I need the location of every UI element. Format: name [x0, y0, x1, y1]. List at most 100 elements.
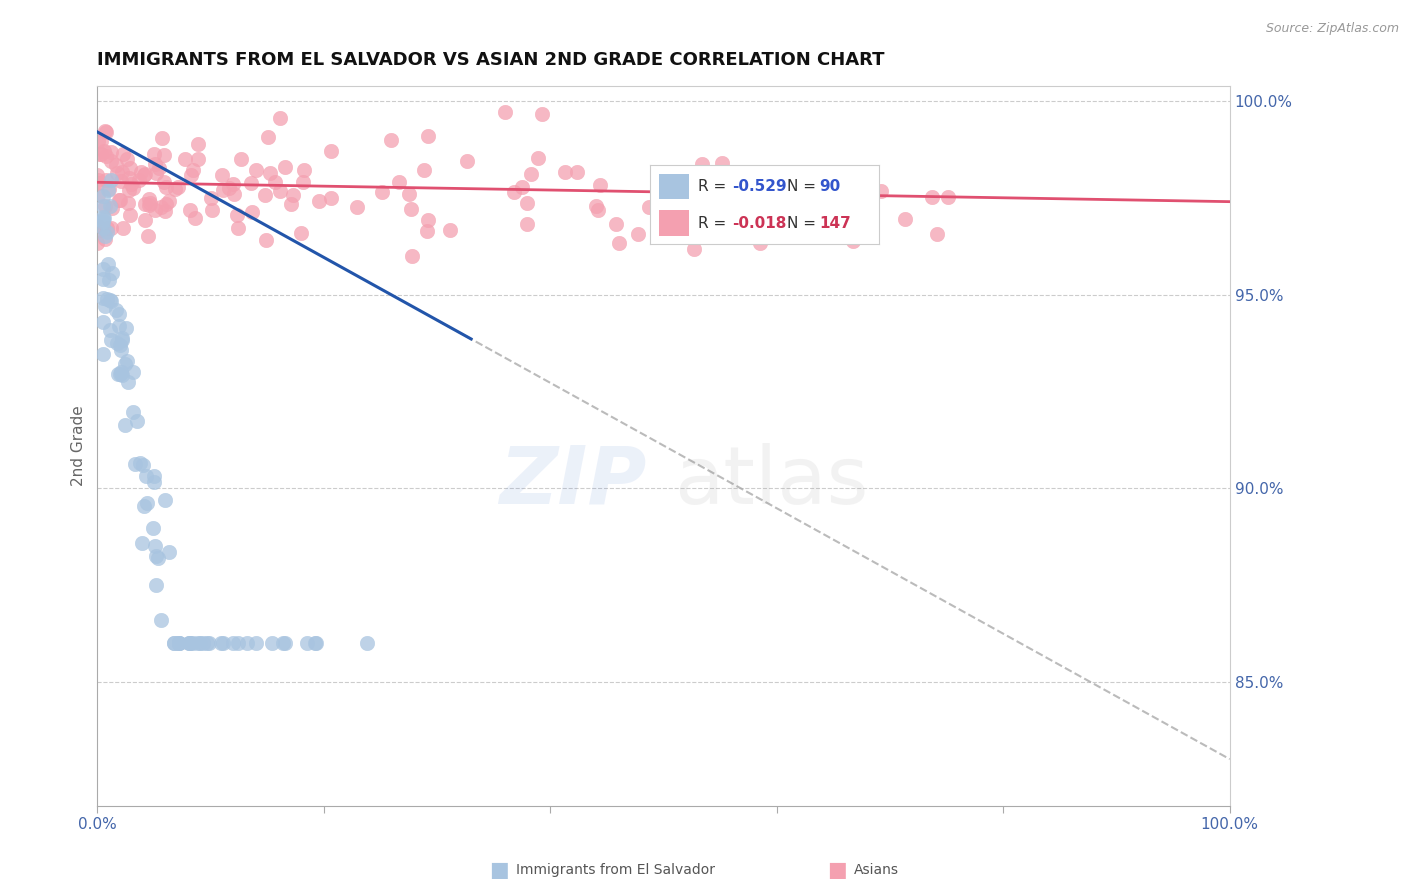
Point [921, 190, 943, 204]
Point [627, 227, 650, 242]
Point [201, 202, 224, 217]
Point [254, 234, 277, 248]
Point [226, 208, 249, 222]
Point [145, 549, 167, 563]
Point [94, 232, 117, 246]
Point [711, 156, 734, 170]
Point [399, 202, 422, 216]
Text: Source: ZipAtlas.com: Source: ZipAtlas.com [1265, 22, 1399, 36]
Text: N =: N = [787, 179, 821, 194]
Point [520, 167, 543, 181]
Point [240, 176, 263, 190]
Point [938, 190, 960, 204]
Point [155, 179, 177, 194]
Point [143, 539, 166, 553]
Point [93, 211, 115, 226]
Point [91, 210, 114, 224]
Point [93, 199, 115, 213]
Point [148, 161, 170, 175]
Point [145, 165, 167, 179]
Point [200, 191, 222, 205]
Point [91, 215, 114, 229]
Point [169, 636, 191, 650]
Point [179, 636, 201, 650]
Point [236, 636, 259, 650]
Point [100, 294, 122, 309]
Point [304, 636, 326, 650]
Point [90, 134, 112, 148]
Point [191, 636, 214, 650]
Point [94, 299, 117, 313]
Point [96, 292, 118, 306]
Point [108, 337, 131, 351]
Point [100, 221, 122, 235]
Point [179, 636, 201, 650]
Point [155, 196, 177, 211]
Point [153, 175, 176, 189]
Text: ZIP: ZIP [499, 442, 647, 521]
Point [118, 171, 141, 186]
Point [527, 151, 550, 165]
Point [174, 152, 197, 166]
Point [118, 208, 141, 222]
Point [108, 318, 131, 333]
Point [356, 636, 378, 650]
Point [586, 202, 609, 217]
Point [132, 168, 155, 182]
Point [271, 636, 294, 650]
Point [683, 243, 706, 257]
Point [585, 199, 607, 213]
Point [89, 146, 111, 161]
Point [100, 333, 122, 347]
Point [456, 154, 478, 169]
Point [143, 475, 166, 489]
Point [799, 199, 821, 213]
Point [187, 137, 209, 152]
Point [842, 234, 865, 248]
Point [91, 347, 114, 361]
Point [398, 186, 420, 201]
Point [108, 194, 131, 208]
Point [86, 219, 108, 233]
Point [143, 157, 166, 171]
Point [86, 176, 108, 190]
Point [98, 182, 121, 196]
Point [167, 636, 190, 650]
Point [105, 335, 128, 350]
Point [211, 168, 233, 182]
Point [609, 236, 631, 251]
Point [145, 578, 167, 592]
Point [110, 174, 132, 188]
Point [146, 551, 169, 566]
Point [159, 194, 181, 208]
Point [291, 175, 314, 189]
Text: N =: N = [787, 216, 821, 230]
Point [245, 636, 267, 650]
Point [637, 200, 659, 214]
Point [245, 162, 267, 177]
Point [264, 175, 287, 189]
Point [100, 145, 122, 160]
Point [108, 193, 131, 207]
Point [86, 169, 108, 183]
Point [416, 224, 439, 238]
Point [281, 188, 304, 202]
Point [371, 185, 394, 199]
Point [93, 144, 115, 158]
Point [121, 181, 143, 195]
Text: Asians: Asians [853, 863, 898, 877]
Point [319, 145, 342, 159]
Point [531, 107, 554, 121]
Point [346, 200, 368, 214]
Point [91, 262, 114, 277]
FancyBboxPatch shape [659, 174, 689, 200]
Point [212, 182, 235, 196]
Point [100, 172, 122, 186]
Point [179, 636, 201, 650]
Text: 147: 147 [820, 216, 851, 230]
Point [269, 185, 291, 199]
Point [274, 161, 297, 175]
Point [108, 368, 131, 382]
Point [554, 165, 576, 179]
Point [124, 457, 146, 471]
